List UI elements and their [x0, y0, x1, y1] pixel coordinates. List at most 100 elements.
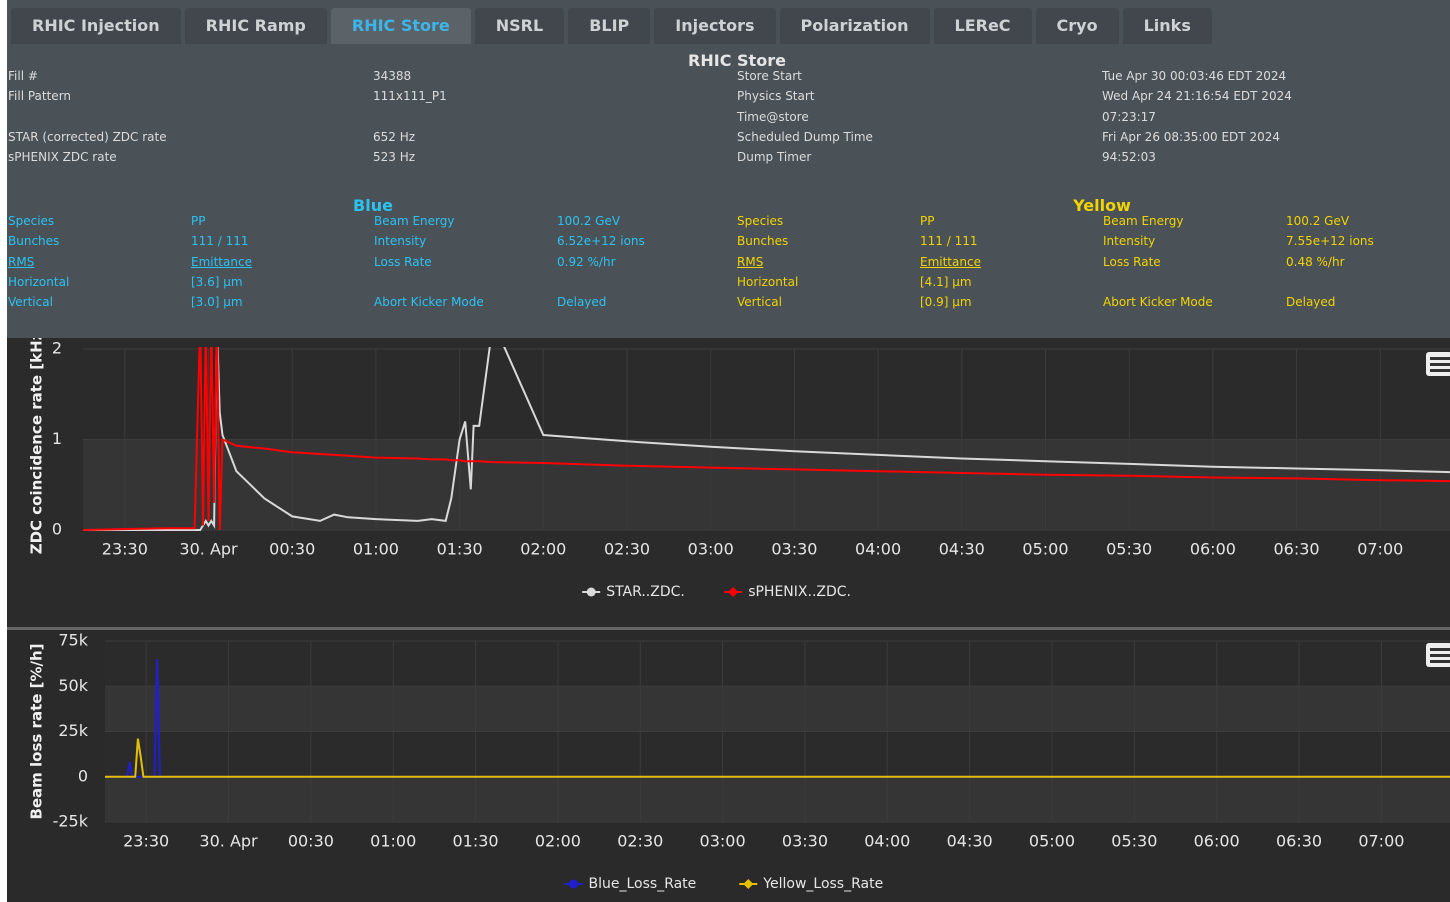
page: RHIC Injection RHIC Ramp RHIC Store NSRL BLI…: [7, 0, 1450, 902]
plot-band: [105, 686, 1450, 732]
tab[interactable]: RHIC Ramp: [184, 8, 327, 44]
x-tick-label: 06:00: [1190, 540, 1236, 559]
legend-marker: [743, 879, 754, 889]
tab[interactable]: BLIP: [568, 8, 651, 44]
x-tick-label: 01:00: [370, 832, 416, 851]
beam-value: 0.48 %/hr: [1286, 254, 1345, 269]
tab[interactable]: Links: [1122, 8, 1212, 44]
info-panel: RHIC Store Blue Yellow Fill # 34388 Fill P…: [7, 44, 1450, 338]
tab[interactable]: RHIC Injection: [11, 8, 181, 44]
beam-value: Delayed: [1286, 295, 1336, 310]
charts: 0 1 2 23:30 30. Apr 00:30 01:00 01:30 02:00 02:30…: [7, 338, 1450, 902]
beam-value[interactable]: Emittance: [920, 254, 981, 269]
y-tick-label: 1: [52, 429, 62, 448]
tab[interactable]: Injectors: [654, 8, 776, 44]
info-value: 652 Hz: [373, 129, 416, 144]
info-label: STAR (corrected) ZDC rate: [8, 129, 167, 144]
y-tick-label: 2: [52, 339, 62, 358]
store-title: RHIC Store: [688, 51, 786, 70]
menu-icon[interactable]: [1426, 352, 1450, 376]
info-value: 523 Hz: [373, 150, 416, 165]
legend-label: sPHENIX..ZDC.: [748, 584, 851, 600]
beam-value[interactable]: Emittance: [191, 254, 252, 269]
legend-item: sPHENIX..ZDC.: [724, 584, 851, 600]
plot-band: [83, 349, 1450, 440]
y-tick-label: 50k: [58, 676, 88, 695]
plot-band: [105, 776, 1450, 822]
beam-label[interactable]: RMS: [737, 254, 764, 269]
y-tick-label: 0: [78, 766, 88, 785]
beam-value: [3.6] µm: [191, 274, 243, 289]
beam-label[interactable]: RMS: [8, 254, 35, 269]
tab-bar: RHIC Injection RHIC Ramp RHIC Store NSRL BLI…: [7, 0, 1450, 44]
legend-label: STAR..ZDC.: [606, 584, 685, 600]
x-tick-label: 05:00: [1029, 832, 1075, 851]
beam-value: [4.1] µm: [920, 274, 972, 289]
beam-label: Species: [737, 214, 784, 228]
info-value: 94:52:03: [1102, 150, 1156, 165]
tab[interactable]: RHIC Store: [330, 8, 471, 44]
beam-label: Bunches: [737, 234, 789, 249]
yellow-title: Yellow: [1073, 196, 1131, 215]
y-tick-label: 0: [52, 520, 62, 539]
beam-label: Bunches: [8, 234, 60, 249]
plot-band: [105, 731, 1450, 777]
menu-icon[interactable]: [1426, 643, 1450, 667]
series-line: [105, 659, 1450, 778]
beam-label: Horizontal: [8, 274, 70, 289]
x-tick-label: 04:30: [947, 832, 993, 851]
beam-label: Intensity: [374, 234, 427, 249]
x-tick-label: 03:00: [688, 540, 734, 559]
y-tick-label: 25k: [58, 721, 88, 740]
beam-label: Abort Kicker Mode: [374, 295, 484, 310]
x-tick-label: 23:30: [102, 540, 148, 559]
legend-label: Yellow_Loss_Rate: [762, 876, 883, 892]
x-tick-label: 07:00: [1358, 832, 1404, 851]
info-label: sPHENIX ZDC rate: [8, 150, 117, 165]
info-label: Time@store: [737, 109, 809, 124]
tab[interactable]: LEReC: [933, 8, 1032, 44]
beam-label: Horizontal: [737, 274, 799, 289]
info-label: Store Start: [737, 69, 802, 83]
plot-band: [105, 641, 1450, 687]
x-tick-label: 00:30: [288, 832, 334, 851]
separator: [7, 627, 1450, 630]
info-label: Fill #: [8, 69, 38, 83]
info-label: Scheduled Dump Time: [737, 129, 873, 144]
x-tick-label: 02:30: [604, 540, 650, 559]
info-value: 34388: [373, 69, 412, 83]
beam-label: Vertical: [8, 295, 53, 310]
info-label: Dump Timer: [737, 150, 812, 165]
beam-label: Intensity: [1103, 234, 1156, 249]
x-tick-label: 05:00: [1022, 540, 1068, 559]
beam-label: Loss Rate: [374, 254, 432, 269]
plot-band: [83, 439, 1450, 530]
legend-marker: [728, 587, 739, 597]
beam-value: 7.55e+12 ions: [1286, 234, 1374, 249]
beam-label: Loss Rate: [1103, 254, 1161, 269]
x-tick-label: 23:30: [123, 832, 169, 851]
tab[interactable]: Polarization: [779, 8, 930, 44]
x-tick-label: 01:00: [353, 540, 399, 559]
x-tick-label: 03:30: [782, 832, 828, 851]
x-tick-label: 05:30: [1106, 540, 1152, 559]
x-tick-label: 06:30: [1274, 540, 1320, 559]
y-tick-label: -25k: [53, 812, 89, 831]
x-tick-label: 06:00: [1194, 832, 1240, 851]
y-tick-label: 75k: [58, 631, 88, 650]
x-tick-label: 02:30: [617, 832, 663, 851]
beam-label: Species: [8, 214, 55, 228]
x-tick-label: 30. Apr: [199, 832, 258, 851]
beam-value: PP: [191, 214, 206, 228]
beam-value: 100.2 GeV: [557, 214, 621, 228]
tab[interactable]: NSRL: [474, 8, 565, 44]
legend-item: Yellow_Loss_Rate: [739, 876, 883, 892]
x-tick-label: 30. Apr: [179, 540, 238, 559]
tab[interactable]: Cryo: [1035, 8, 1119, 44]
series-line: [83, 347, 1450, 531]
info-value: Fri Apr 26 08:35:00 EDT 2024: [1102, 129, 1280, 144]
legend-marker: [586, 587, 596, 597]
x-tick-label: 02:00: [535, 832, 581, 851]
x-tick-label: 04:00: [855, 540, 901, 559]
beam-value: 111 / 111: [920, 234, 978, 249]
